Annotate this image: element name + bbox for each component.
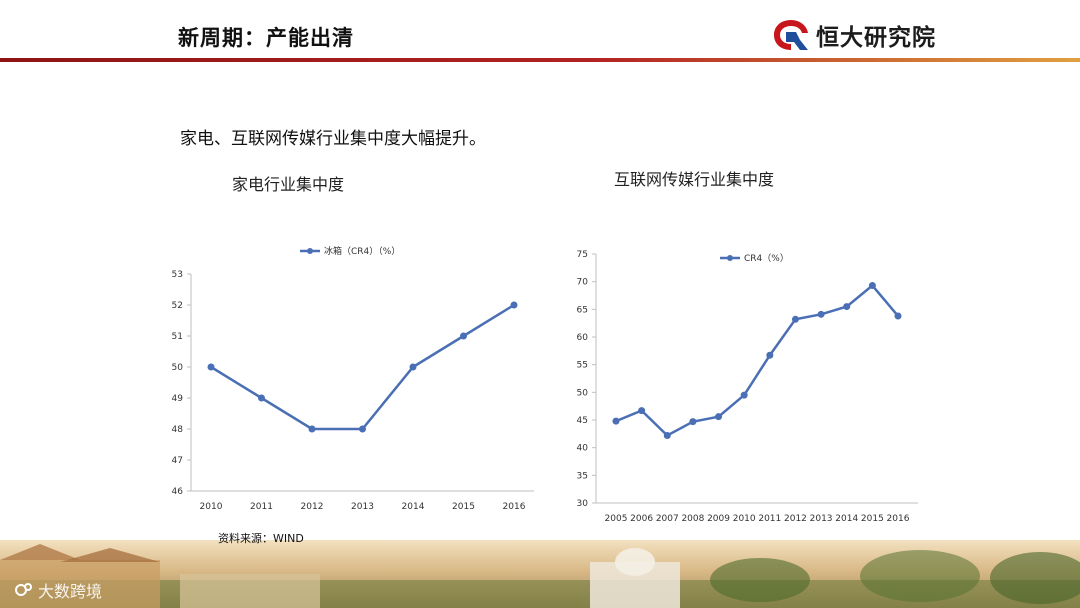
chart1-y-tick-label: 60 xyxy=(577,333,589,343)
chart0-x-tick-label: 2011 xyxy=(250,502,273,512)
chart1-data-point xyxy=(791,315,799,323)
chart0-y-tick-label: 50 xyxy=(172,363,184,373)
chart1-data-point xyxy=(740,391,748,399)
chart0-x-tick-label: 2013 xyxy=(351,502,374,512)
chart0-y-tick-label: 46 xyxy=(172,487,184,497)
chart1-data-point xyxy=(843,303,851,311)
chart1-y-tick-label: 40 xyxy=(577,444,589,454)
scenery-illustration xyxy=(0,544,1080,608)
chart0-y-tick-label: 51 xyxy=(172,332,183,342)
chart0-x-tick-label: 2010 xyxy=(200,502,223,512)
chart1-data-point xyxy=(817,310,825,318)
chart1-y-tick-label: 75 xyxy=(577,250,588,260)
chart0-data-point xyxy=(308,425,316,433)
chart1-series-line xyxy=(615,283,899,438)
chart0-data-point xyxy=(460,332,467,340)
chart0-y-tick-label: 47 xyxy=(172,456,183,466)
footer-scenery xyxy=(0,540,1080,608)
chart1-x-tick-label: 2013 xyxy=(810,514,833,524)
chart0-x-tick-label: 2012 xyxy=(301,502,324,512)
watermark: 大数跨境 xyxy=(14,578,102,602)
chart1-x-tick-label: 2010 xyxy=(733,514,756,524)
chart1-x-tick-label: 2005 xyxy=(605,514,628,524)
chart0-legend-marker xyxy=(307,248,313,254)
watermark-text: 大数跨境 xyxy=(38,582,103,601)
chart1-y-tick-label: 30 xyxy=(577,499,589,509)
chart1-data-point xyxy=(638,407,646,415)
chart1-data-point xyxy=(663,431,671,439)
chart1-x-tick-label: 2007 xyxy=(656,514,679,524)
brand: 恒大研究院 xyxy=(772,18,936,52)
chart0-legend-label: 冰箱（CR4）（%） xyxy=(324,245,400,257)
chart1-x-tick-label: 2014 xyxy=(835,514,858,524)
brand-name: 恒大研究院 xyxy=(816,25,936,51)
chart1-data-point xyxy=(612,417,620,425)
chart0-y-tick-label: 52 xyxy=(172,301,183,311)
chart0-x-tick-label: 2014 xyxy=(402,502,425,512)
chart0-data-point xyxy=(207,363,215,371)
chart1-data-point xyxy=(868,282,876,290)
chart0-series-line xyxy=(210,303,515,431)
chart0-data-point xyxy=(510,301,518,309)
left-chart-title: 家电行业集中度 xyxy=(232,175,345,194)
chart1-data-point xyxy=(689,418,697,426)
chart0-y-tick-label: 53 xyxy=(172,270,183,280)
chart1-legend-marker xyxy=(727,255,733,261)
slide-title: 新周期：产能出清 xyxy=(178,26,354,50)
chart1-x-tick-label: 2008 xyxy=(681,514,704,524)
chart0-y-tick-label: 48 xyxy=(172,425,184,435)
chart1-x-tick-label: 2009 xyxy=(707,514,730,524)
chart0-data-point xyxy=(359,425,366,433)
chart1-x-tick-label: 2012 xyxy=(784,514,807,524)
header-rule xyxy=(0,58,1080,62)
chart0-data-point xyxy=(409,363,417,371)
chart1-y-tick-label: 50 xyxy=(577,388,589,398)
chart0-data-point xyxy=(258,394,265,402)
intro-text: 家电、互联网传媒行业集中度大幅提升。 xyxy=(180,129,486,149)
chart0-y-tick-label: 49 xyxy=(172,394,184,404)
chart1-y-tick-label: 35 xyxy=(577,471,588,481)
chart1-y-tick-label: 45 xyxy=(577,416,588,426)
chart0-x-tick-label: 2016 xyxy=(503,502,526,512)
chart1-x-tick-label: 2011 xyxy=(758,514,781,524)
chart0-x-tick-label: 2015 xyxy=(452,502,475,512)
source-note: 资料来源：WIND xyxy=(218,532,304,545)
chart1-y-tick-label: 55 xyxy=(577,361,588,371)
chart1-data-point xyxy=(715,413,723,421)
chart1-x-tick-label: 2016 xyxy=(887,514,910,524)
chart1-data-point xyxy=(766,351,774,359)
chart1-y-tick-label: 65 xyxy=(577,305,588,315)
chart1-data-point xyxy=(894,312,902,320)
chart1-legend-label: CR4（%） xyxy=(744,253,789,264)
slide-header: 新周期：产能出清 恒大研究院 xyxy=(0,0,1080,62)
chart1-x-tick-label: 2006 xyxy=(630,514,653,524)
chart1-y-tick-label: 70 xyxy=(577,278,589,288)
right-chart-title: 互联网传媒行业集中度 xyxy=(614,170,775,189)
watermark-logo-icon xyxy=(15,583,32,596)
chart1-x-tick-label: 2015 xyxy=(861,514,884,524)
brand-logo-icon xyxy=(774,20,808,50)
